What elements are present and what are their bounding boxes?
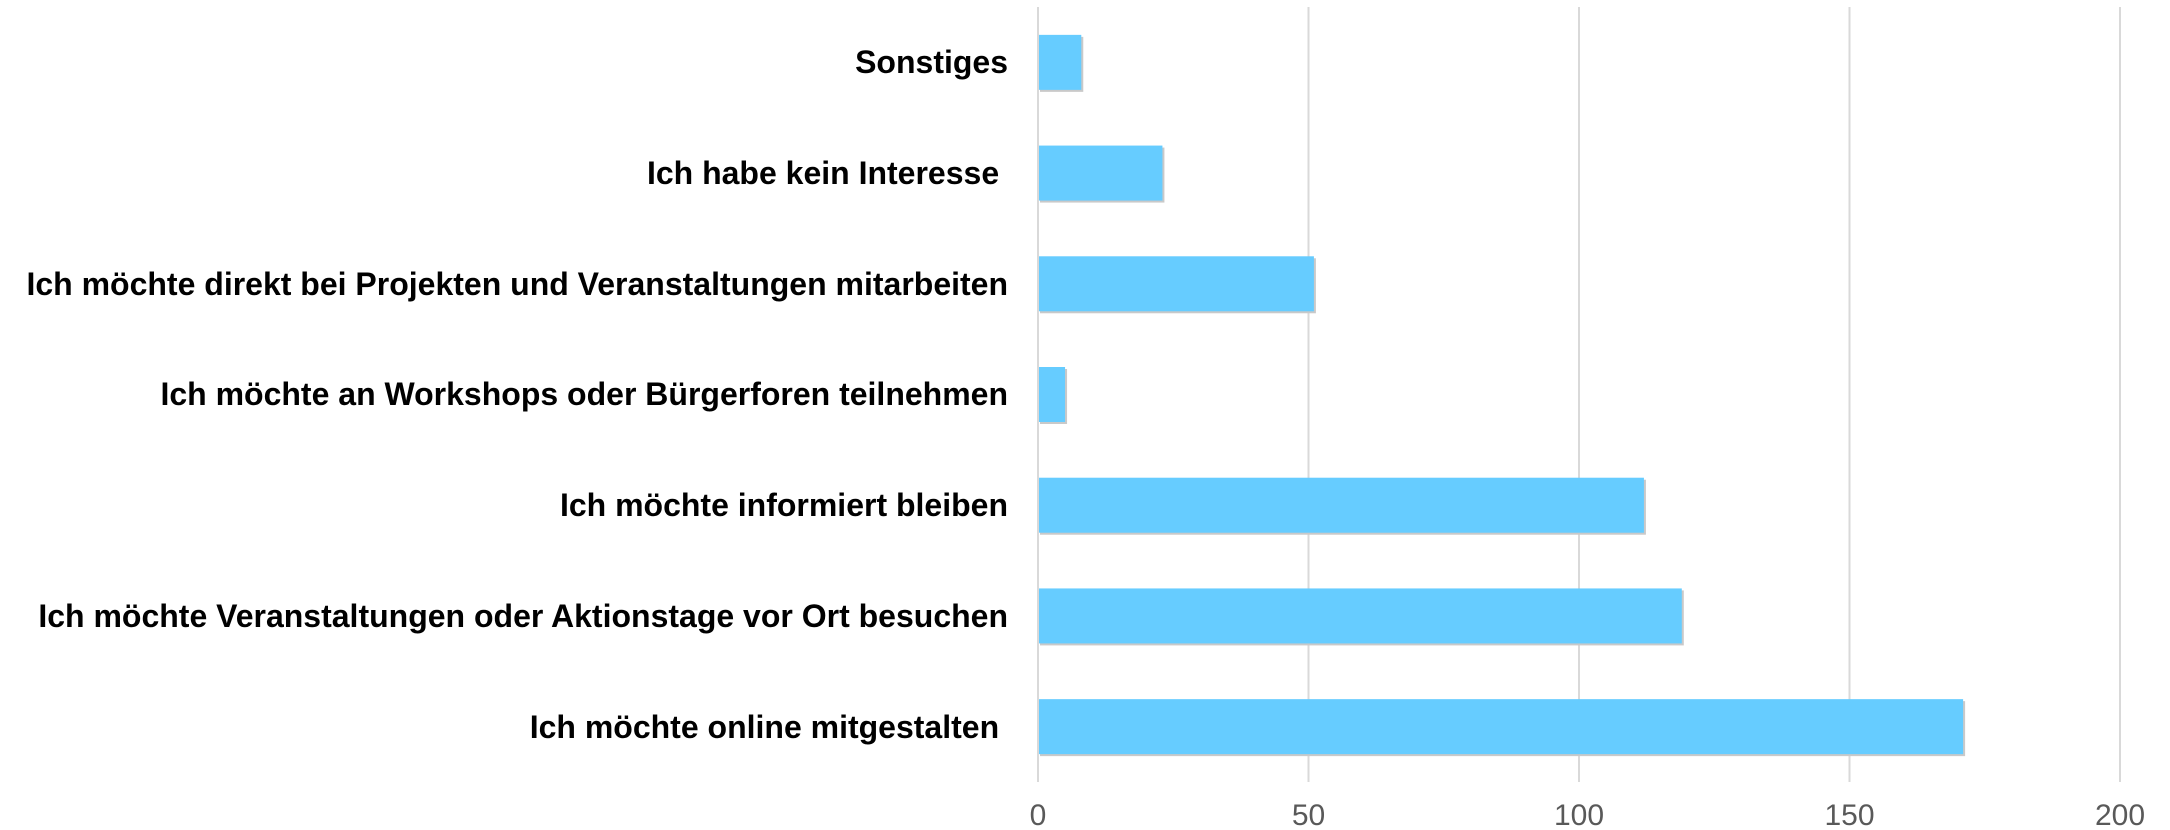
- bar: [1038, 588, 1682, 644]
- y-tick-label: Ich möchte online mitgestalten: [529, 708, 1008, 745]
- x-tick-label: 200: [2095, 799, 2145, 830]
- y-tick-label-box: Ich möchte an Workshops oder Bürgerforen…: [8, 339, 1008, 450]
- x-tick-label: 100: [1554, 799, 1604, 830]
- y-tick-label-box: Ich möchte informiert bleiben: [8, 450, 1008, 561]
- y-tick-label-box: Ich möchte online mitgestalten: [8, 671, 1008, 782]
- bar: [1038, 256, 1314, 312]
- bar: [1038, 477, 1644, 533]
- x-tick-label: 0: [1030, 799, 1047, 830]
- x-tick-label: 150: [1824, 799, 1874, 830]
- x-tick-label: 50: [1292, 799, 1325, 830]
- y-tick-label-box: Sonstiges: [8, 7, 1008, 118]
- y-tick-label-box: Ich habe kein Interesse: [8, 118, 1008, 229]
- y-tick-label: Ich möchte Veranstaltungen oder Aktionst…: [38, 597, 1008, 634]
- y-tick-label: Sonstiges: [855, 44, 1008, 81]
- bar: [1038, 145, 1163, 201]
- y-tick-label: Ich habe kein Interesse: [646, 155, 1008, 192]
- y-tick-label: Ich möchte informiert bleiben: [559, 487, 1008, 524]
- bar: [1038, 367, 1066, 422]
- bar: [1038, 699, 1964, 755]
- y-tick-label: Ich möchte direkt bei Projekten und Vera…: [26, 265, 1008, 302]
- bar: [1038, 34, 1082, 90]
- y-tick-label-box: Ich möchte direkt bei Projekten und Vera…: [8, 228, 1008, 339]
- y-tick-label-box: Ich möchte Veranstaltungen oder Aktionst…: [8, 561, 1008, 672]
- y-tick-label: Ich möchte an Workshops oder Bürgerforen…: [160, 376, 1008, 413]
